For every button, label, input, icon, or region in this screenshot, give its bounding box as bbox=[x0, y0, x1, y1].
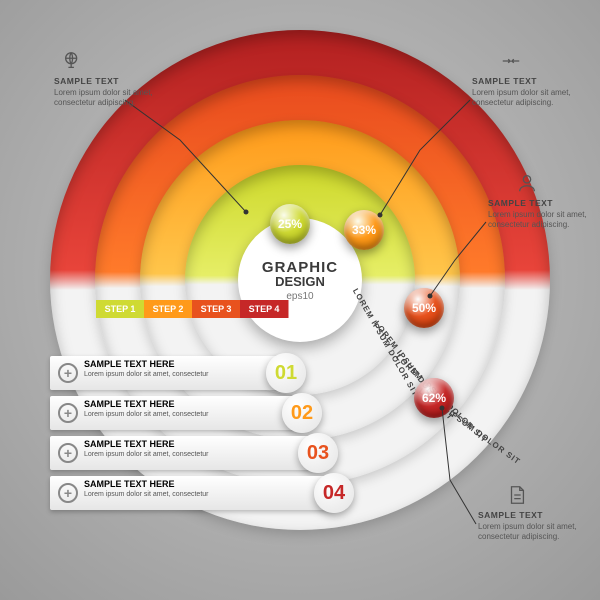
number-badge-03: 03 bbox=[298, 433, 338, 473]
doc-icon bbox=[506, 484, 528, 506]
strip-body: Lorem ipsum dolor sit amet, consectetur bbox=[84, 411, 209, 419]
plus-icon[interactable]: + bbox=[58, 443, 78, 463]
callout-0: SAMPLE TEXT Lorem ipsum dolor sit amet,co… bbox=[54, 76, 153, 108]
callout-3: SAMPLE TEXT Lorem ipsum dolor sit amet,co… bbox=[478, 510, 577, 542]
callout-body: Lorem ipsum dolor sit amet,consectetur a… bbox=[488, 210, 587, 230]
plus-icon[interactable]: + bbox=[58, 363, 78, 383]
percent-badge-62%: 62% bbox=[414, 378, 454, 418]
step-tab-3[interactable]: STEP 3 bbox=[192, 300, 241, 318]
percent-badge-25%: 25% bbox=[270, 204, 310, 244]
step-tab-1[interactable]: STEP 1 bbox=[96, 300, 145, 318]
info-strip-1: + SAMPLE TEXT HERE Lorem ipsum dolor sit a… bbox=[50, 356, 286, 390]
globe-icon bbox=[62, 50, 84, 72]
plus-icon[interactable]: + bbox=[58, 483, 78, 503]
info-strip-4: + SAMPLE TEXT HERE Lorem ipsum dolor sit a… bbox=[50, 476, 334, 510]
info-strip-3: + SAMPLE TEXT HERE Lorem ipsum dolor sit a… bbox=[50, 436, 318, 470]
step-tab-2[interactable]: STEP 2 bbox=[144, 300, 193, 318]
user-icon bbox=[516, 172, 538, 194]
strip-body: Lorem ipsum dolor sit amet, consectetur bbox=[84, 371, 209, 379]
strip-head: SAMPLE TEXT HERE bbox=[84, 399, 175, 409]
callout-title: SAMPLE TEXT bbox=[472, 76, 571, 86]
arrows-icon bbox=[500, 50, 522, 72]
strip-body: Lorem ipsum dolor sit amet, consectetur bbox=[84, 451, 209, 459]
number-badge-04: 04 bbox=[314, 473, 354, 513]
callout-2: SAMPLE TEXT Lorem ipsum dolor sit amet,co… bbox=[488, 198, 587, 230]
strip-body: Lorem ipsum dolor sit amet, consectetur bbox=[84, 491, 209, 499]
callout-1: SAMPLE TEXT Lorem ipsum dolor sit amet,co… bbox=[472, 76, 571, 108]
callout-body: Lorem ipsum dolor sit amet,consectetur a… bbox=[54, 88, 153, 108]
callout-title: SAMPLE TEXT bbox=[488, 198, 587, 208]
callout-title: SAMPLE TEXT bbox=[54, 76, 153, 86]
center-sub: DESIGN bbox=[275, 274, 325, 289]
step-tab-4[interactable]: STEP 4 bbox=[240, 300, 289, 318]
number-badge-01: 01 bbox=[266, 353, 306, 393]
infographic-stage: GRAPHICDESIGNeps10LOREM IPSUM DOLOR SITL… bbox=[0, 0, 600, 600]
plus-icon[interactable]: + bbox=[58, 403, 78, 423]
strip-head: SAMPLE TEXT HERE bbox=[84, 479, 175, 489]
strip-head: SAMPLE TEXT HERE bbox=[84, 359, 175, 369]
number-badge-02: 02 bbox=[282, 393, 322, 433]
callout-body: Lorem ipsum dolor sit amet,consectetur a… bbox=[478, 522, 577, 542]
percent-badge-33%: 33% bbox=[344, 210, 384, 250]
info-strip-2: + SAMPLE TEXT HERE Lorem ipsum dolor sit a… bbox=[50, 396, 302, 430]
center-eps: eps10 bbox=[286, 291, 313, 302]
strip-head: SAMPLE TEXT HERE bbox=[84, 439, 175, 449]
callout-title: SAMPLE TEXT bbox=[478, 510, 577, 520]
percent-badge-50%: 50% bbox=[404, 288, 444, 328]
callout-body: Lorem ipsum dolor sit amet,consectetur a… bbox=[472, 88, 571, 108]
